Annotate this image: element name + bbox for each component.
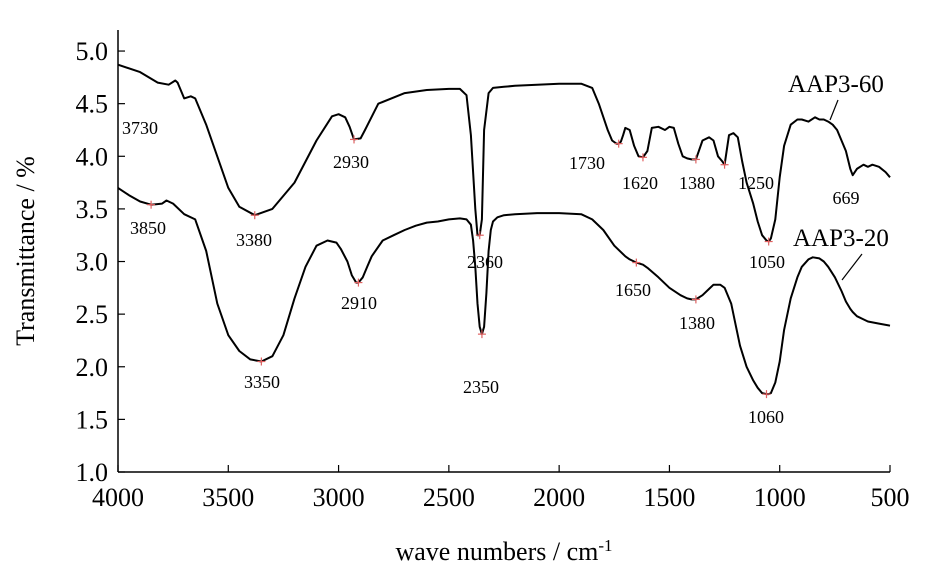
peak-annotations: 3380 2930 2360 1730 1620 1380 1250 1050 3850 3350… <box>122 118 860 427</box>
peak-label: 1050 <box>749 252 785 272</box>
peak-label: 2350 <box>463 377 499 397</box>
series-label: AAP3-20 <box>793 225 889 252</box>
x-tick-label: 500 <box>871 483 910 512</box>
peak-label: 1250 <box>738 173 774 193</box>
peak-label: 3350 <box>244 372 280 392</box>
series-line-aap3-20 <box>117 187 891 396</box>
y-tick-label: 1.0 <box>76 458 109 487</box>
x-tick-label: 3500 <box>202 483 254 512</box>
x-tick-label: 1500 <box>643 483 695 512</box>
x-tick-label: 4000 <box>92 483 144 512</box>
peak-label: 1380 <box>679 313 715 333</box>
y-tick-label: 3.5 <box>76 195 109 224</box>
peak-label: 3730 <box>122 118 158 138</box>
x-tick-label: 1000 <box>754 483 806 512</box>
x-axis-title: wave numbers / cm-1 <box>395 536 612 566</box>
y-tick-label: 5.0 <box>76 37 109 66</box>
axis-titles: wave numbers / cm-1 Transmittance / % <box>11 156 613 566</box>
peak-label: 2360 <box>467 252 503 272</box>
x-tick-label: 2500 <box>423 483 475 512</box>
peak-label: 1650 <box>615 280 651 300</box>
peak-label: 1730 <box>569 153 605 173</box>
peak-label: 1380 <box>679 173 715 193</box>
x-axis-title-superscript: -1 <box>598 536 612 555</box>
series-label: AAP3-60 <box>788 71 884 98</box>
series-label-leader <box>841 253 863 281</box>
series-label-leader <box>829 99 839 121</box>
peak-label: 3380 <box>236 230 272 250</box>
series-line-aap3-60 <box>117 63 891 243</box>
x-tick-label: 3000 <box>313 483 365 512</box>
y-tick-label: 2.0 <box>76 353 109 382</box>
y-axis-title: Transmittance / % <box>11 156 40 346</box>
y-tick-label: 1.5 <box>76 405 109 434</box>
axes: 4000 3500 3000 2500 2000 1500 1000 500 1.0 1.5 2.0… <box>76 30 910 512</box>
peak-label: 1620 <box>622 173 658 193</box>
series-labels: AAP3-60 AAP3-20 <box>788 71 889 281</box>
peak-label: 1060 <box>748 407 784 427</box>
peak-label: 2930 <box>333 152 369 172</box>
y-tick-label: 4.0 <box>76 142 109 171</box>
y-tick-label: 3.0 <box>76 248 109 277</box>
peak-label: 669 <box>833 188 860 208</box>
x-tick-label: 2000 <box>533 483 585 512</box>
y-tick-label: 2.5 <box>76 300 109 329</box>
peak-label: 2910 <box>341 293 377 313</box>
series-lines <box>117 63 891 396</box>
peak-label: 3850 <box>130 218 166 238</box>
y-tick-label: 4.5 <box>76 90 109 119</box>
